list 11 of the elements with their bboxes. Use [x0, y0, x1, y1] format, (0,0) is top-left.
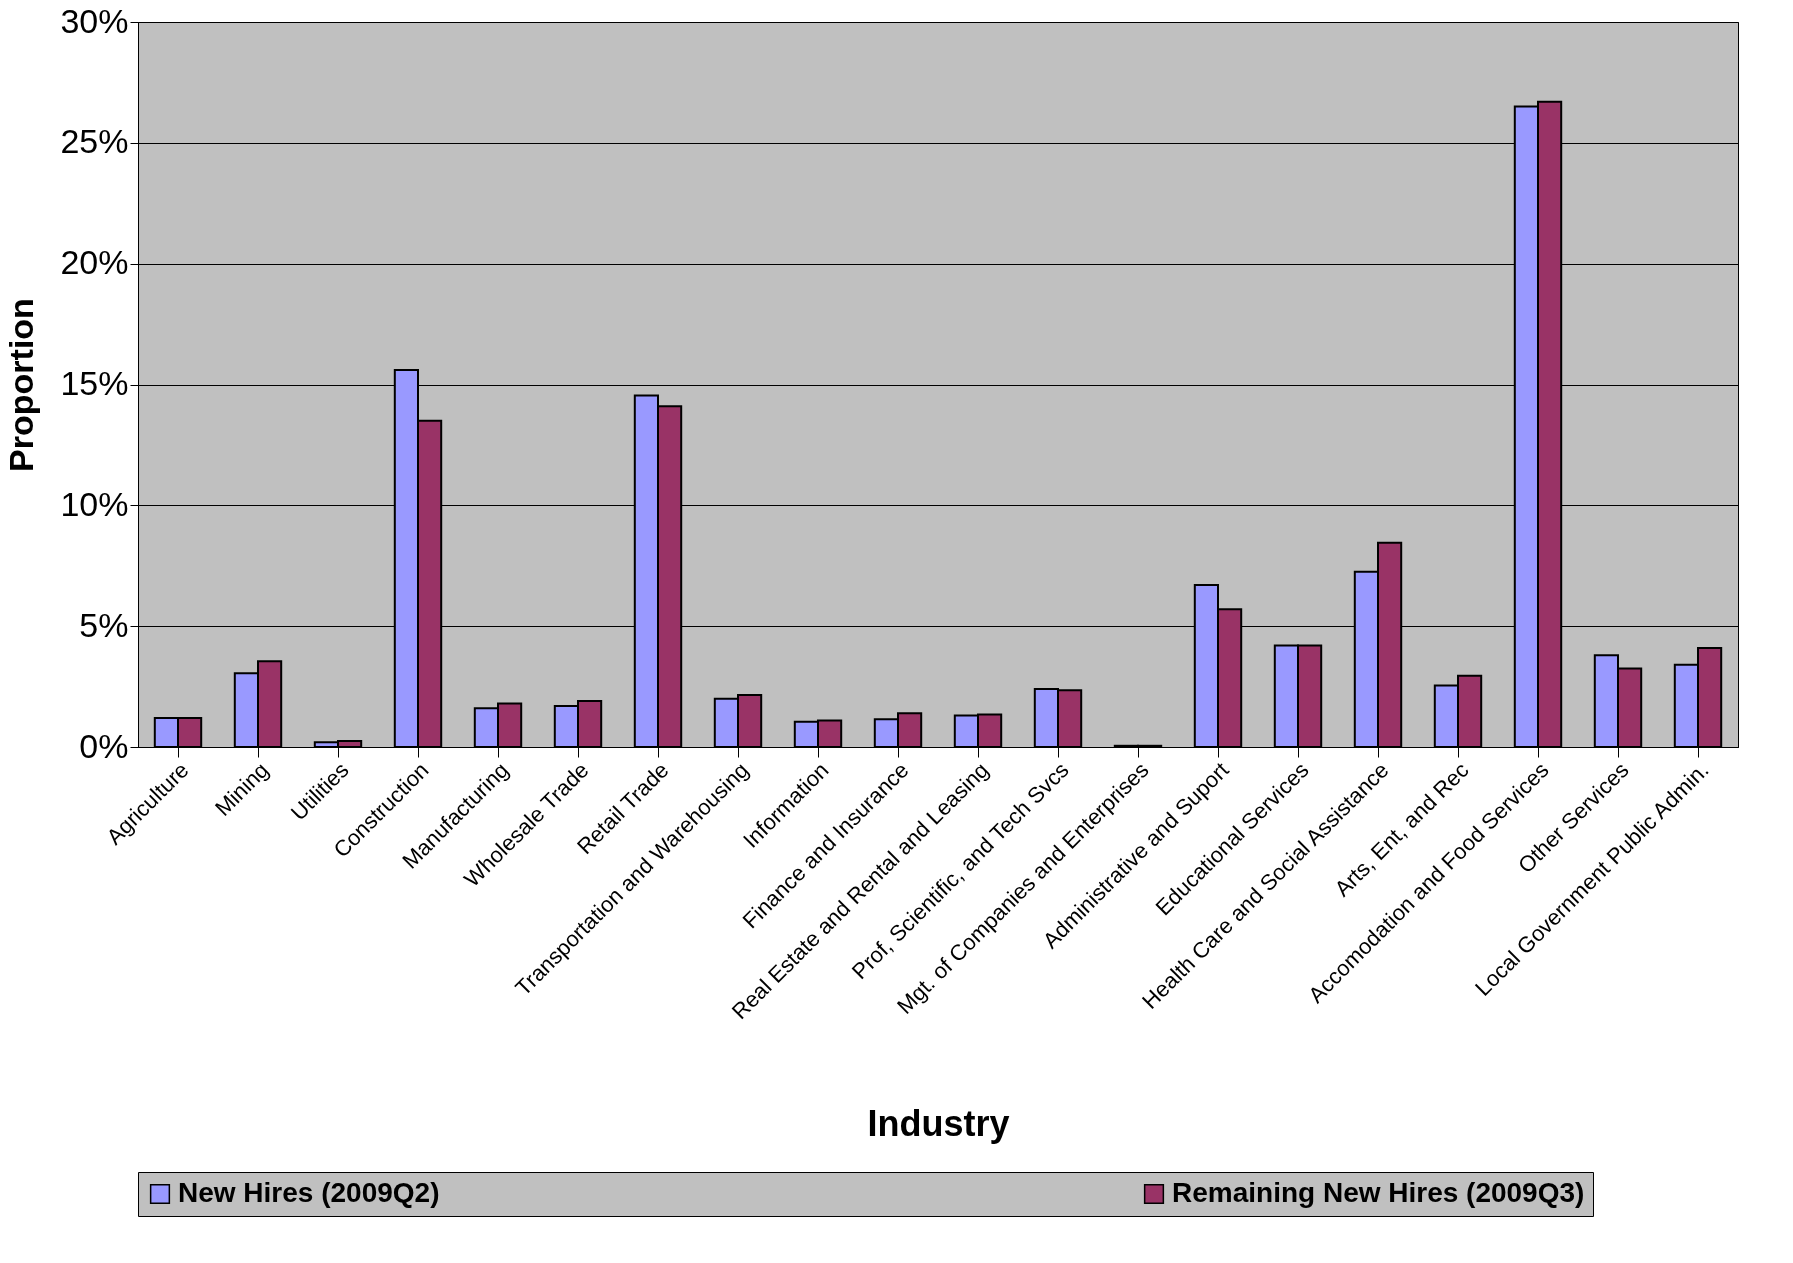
y-tick-label: 20%	[60, 243, 129, 282]
y-tick-label: 10%	[60, 484, 129, 523]
y-axis-title: Proportion	[2, 298, 41, 472]
legend-label: Remaining New Hires (2009Q3)	[1172, 1177, 1585, 1208]
y-tick-label: 15%	[60, 364, 129, 402]
y-tick-label: 0%	[79, 726, 129, 765]
legend-label: New Hires (2009Q2)	[178, 1177, 440, 1208]
y-tick-label: 25%	[60, 122, 129, 161]
x-axis-title: Industry	[867, 1102, 1010, 1144]
y-tick-label: 5%	[79, 605, 129, 644]
y-tick-label: 30%	[60, 1, 129, 40]
